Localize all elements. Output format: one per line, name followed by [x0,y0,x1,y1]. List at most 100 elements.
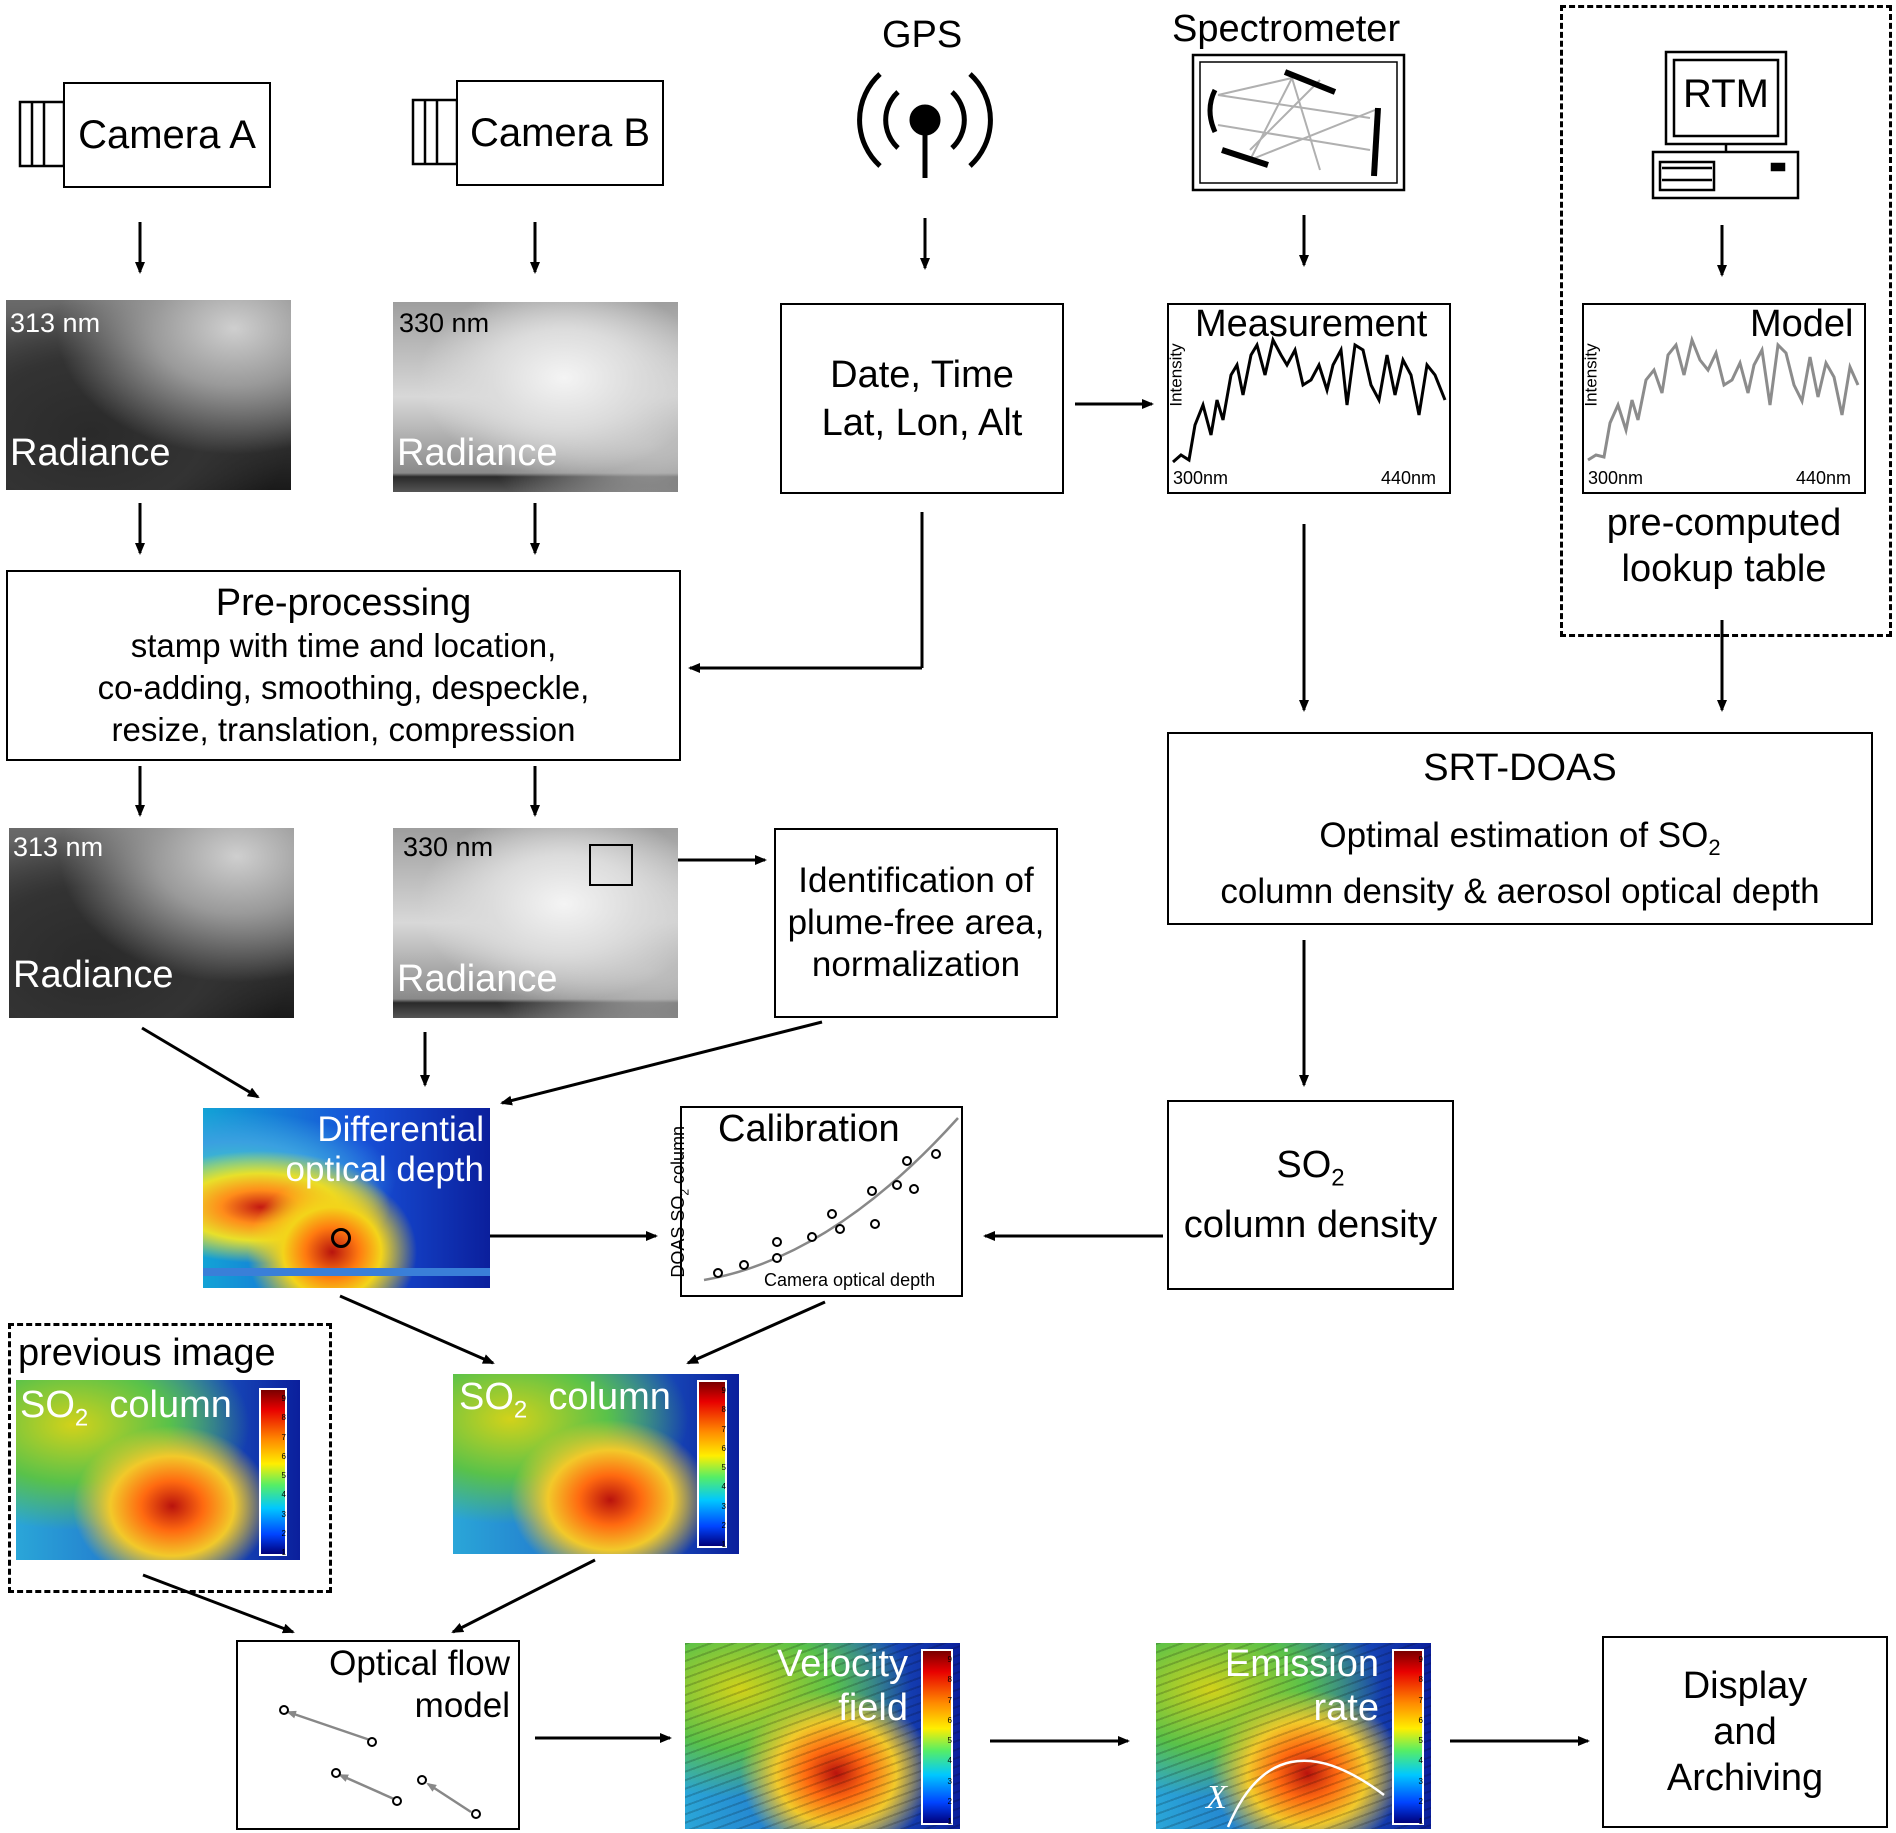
horizon-band [203,1268,490,1276]
wavelength-b-label: 330 nm [399,308,490,338]
previous-so2-label: SO2 column [20,1384,232,1432]
model-spectrum [1587,334,1860,462]
optical-flow-line2: model [414,1686,510,1725]
preprocessing-box: Pre-processing stamp with time and locat… [6,570,681,761]
colorbar-tick-label: 9 [947,1655,952,1664]
colorbar-tick-label: 9 [721,1386,726,1395]
identification-line2: plume-free area, [787,903,1045,942]
identification-box: Identification of plume-free area, norma… [774,828,1058,1018]
velocity-line1: Velocity [777,1643,908,1685]
emission-vector-overlay [1156,1643,1431,1829]
measurement-xend: 440nm [1381,468,1437,488]
lat-lon-alt-label: Lat, Lon, Alt [821,401,1023,444]
colorbar-tick-label: 5 [947,1736,952,1745]
colorbar-tick-label: 6 [947,1715,952,1725]
display-archiving-box: Display and Archiving [1602,1636,1888,1828]
colorbar-tick-label: 8 [1418,1675,1423,1685]
colorbar-tick-label: 3 [1418,1776,1423,1786]
wavelength-b-processed-label: 330 nm [403,832,494,862]
colorbar-tick-label: 2 [281,1528,286,1538]
calibration-xlabel: Camera optical depth [764,1270,936,1290]
model-ylabel: Intensity [1581,343,1601,407]
lookup-caption-line2: lookup table [1621,548,1827,590]
so2-density-line2: column density [1183,1203,1438,1246]
colorbar-tick-label: 5 [1418,1736,1423,1745]
colorbar-tick-label: 8 [947,1675,952,1685]
previous-colorbar: 9 8 7 6 5 4 3 2 1 [259,1388,287,1557]
radiance-a-label: Radiance [10,432,171,474]
differential-optical-depth-image: Differential optical depth [203,1108,490,1288]
radiance-a-image: 313 nm Radiance [6,300,291,490]
measurement-xstart: 300nm [1173,468,1229,488]
model-xend: 440nm [1796,468,1852,488]
camera-a-icon [18,100,66,168]
colorbar-tick-label: 5 [721,1463,726,1472]
lookup-caption-line1: pre-computed [1606,502,1842,544]
previous-image-label: previous image [18,1332,276,1374]
colorbar-tick-label: 2 [947,1796,952,1806]
calibration-title: Calibration [718,1108,900,1150]
radiance-b-image: 330 nm Radiance [393,302,678,492]
radiance-a-processed-image: 313 nm Radiance [9,828,294,1018]
emission-line2: rate [1313,1687,1379,1729]
colorbar-tick-label: 2 [721,1520,726,1530]
emission-cross-section [1226,1759,1385,1828]
so2-density-box: SO2 column density [1167,1100,1454,1290]
arrow-previous-flow [142,1573,295,1634]
colorbar-tick-label: 7 [947,1695,952,1705]
identification-line3: normalization [811,945,1021,984]
model-title: Model [1750,303,1854,345]
so2-column-colorbar: 9 8 7 6 5 4 3 2 1 [697,1380,727,1549]
diff-od-line1: Differential [317,1110,484,1149]
computer-icon [1651,50,1800,200]
srt-doas-title: SRT-DOAS [1423,746,1617,789]
colorbar-tick-label: 2 [1418,1796,1423,1806]
emission-line1: Emission [1224,1643,1379,1685]
colorbar-tick-label: 3 [281,1509,286,1519]
calibration-chart: Calibration DOAS SO2 column Camera optic… [668,1106,963,1297]
previous-image-group [8,1323,332,1593]
velocity-field-image: Velocity field 9 8 7 6 5 4 3 2 1 [685,1643,960,1829]
colorbar-tick-label: 6 [721,1443,726,1453]
colorbar-tick-label: 4 [1418,1756,1423,1766]
srt-doas-box: SRT-DOAS Optimal estimation of SO2 colum… [1167,732,1873,925]
velocity-line2: field [838,1687,908,1729]
model-xstart: 300nm [1588,468,1644,488]
calibration-plot [703,1117,959,1282]
colorbar-tick-label: 9 [1418,1655,1423,1664]
display-line2: and [1713,1711,1777,1753]
arrow-rad-a-diff [141,1026,260,1099]
emission-colorbar: 9 8 7 6 5 4 3 2 1 [1392,1649,1424,1826]
radiance-b-processed-label: Radiance [397,958,558,1000]
srt-doas-line1: Optimal estimation of SO2 [1319,815,1721,860]
colorbar-tick-label: 1 [281,1548,286,1557]
spectrometer-icon [1191,53,1406,192]
plume-free-area-marker [589,844,633,886]
rtm-dashed-group [1560,5,1892,637]
gps-data-box: Date, Time Lat, Lon, Alt [780,303,1064,494]
arrow-ident-diff [500,1020,823,1106]
diff-od-line2: optical depth [285,1150,484,1189]
colorbar-tick-label: 4 [947,1756,952,1766]
srt-doas-line2: column density & aerosol optical depth [1220,871,1820,911]
radiance-b-label: Radiance [397,432,558,474]
previous-so2-column-image: SO2 column 9 8 7 6 5 4 3 2 1 [16,1380,300,1560]
arrow-diff-column [339,1294,495,1365]
emission-rate-image: Emission rate X 9 8 7 6 5 4 3 2 1 [1156,1643,1431,1829]
sample-point-marker [331,1228,351,1248]
model-chart: Model Intensity 300nm 440nm [1582,303,1866,494]
so2-column-label: SO2 column [459,1376,671,1424]
rtm-label: RTM [1683,72,1769,116]
colorbar-tick-label: 3 [721,1501,726,1511]
antenna-icon [857,72,993,178]
preprocessing-line3: resize, translation, compression [111,710,576,748]
so2-column-image: SO2 column 9 8 7 6 5 4 3 2 1 [453,1374,739,1554]
colorbar-tick-label: 4 [281,1490,286,1500]
optical-flow-line1: Optical flow [329,1644,510,1683]
preprocessing-line1: stamp with time and location, [130,626,557,664]
colorbar-tick-label: 8 [721,1405,726,1415]
emission-x-symbol: X [1206,1779,1227,1816]
measurement-chart: Measurement Intensity 300nm 440nm [1167,303,1451,494]
camera-b-label: Camera B [469,110,651,155]
gps-label: GPS [882,14,963,56]
